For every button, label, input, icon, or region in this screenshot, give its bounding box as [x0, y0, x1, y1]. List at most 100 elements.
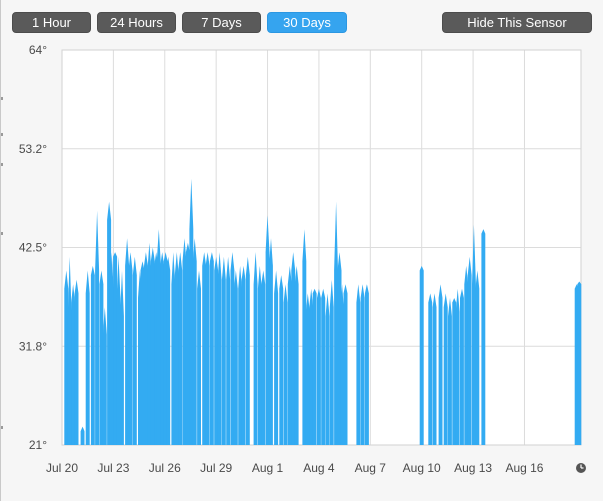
temperature-sample: [294, 265, 299, 445]
temperature-sample: [214, 256, 219, 445]
window-edge-mark: [1, 232, 3, 235]
window-edge-mark: [1, 97, 3, 100]
temperature-sample: [140, 261, 145, 445]
temperature-sample: [150, 247, 155, 445]
temperature-sample: [283, 284, 288, 445]
x-tick-label: Jul 23: [97, 461, 129, 475]
temperature-sample: [364, 284, 369, 445]
temperature-sample: [144, 252, 148, 445]
temperature-sample: [238, 265, 243, 445]
temperature-sample: [481, 229, 486, 445]
hide-sensor-button[interactable]: Hide This Sensor: [442, 12, 592, 33]
y-tick-label: 42.5°: [19, 241, 47, 255]
temperature-sample: [577, 281, 582, 445]
temperature-sample: [125, 238, 130, 445]
temperature-sample: [120, 270, 124, 445]
temperature-sample: [245, 256, 250, 445]
temperature-sample: [287, 265, 292, 445]
temperature-sample: [279, 275, 284, 445]
temperature-sample: [329, 279, 334, 445]
temperature-sample: [360, 284, 365, 445]
temperature-sample: [202, 252, 207, 445]
temperature-sample: [233, 270, 238, 445]
temperature-sample: [464, 265, 469, 445]
temperature-sample: [432, 293, 437, 445]
temperature-sample: [428, 293, 433, 445]
range-7-days-button[interactable]: 7 Days: [182, 12, 261, 33]
temperature-sample: [343, 284, 348, 445]
temperature-series: [64, 178, 582, 445]
temperature-sample: [156, 229, 161, 445]
y-tick-label: 21°: [29, 438, 47, 452]
x-tick-label: Aug 13: [454, 461, 492, 475]
temperature-sample: [325, 293, 330, 445]
temperature-sample: [452, 298, 457, 445]
temperature-sample: [226, 256, 231, 445]
x-tick-label: Aug 16: [505, 461, 543, 475]
temperature-sample: [90, 265, 95, 445]
temperature-sample: [455, 288, 460, 445]
temperature-sample: [472, 224, 476, 445]
temperature-sample: [221, 256, 226, 445]
temperature-sample: [443, 293, 448, 445]
temperature-sample: [334, 201, 338, 445]
temperature-sample: [147, 242, 152, 445]
range-1-hour-button[interactable]: 1 Hour: [12, 12, 91, 33]
x-tick-label: Aug 4: [303, 461, 335, 475]
temperature-sample: [302, 229, 307, 445]
window-edge-mark: [1, 133, 3, 136]
y-tick-label: 31.8°: [19, 339, 47, 353]
temperature-sample: [132, 256, 137, 445]
y-tick-label: 53.2°: [19, 142, 47, 156]
temperature-sample: [171, 252, 176, 445]
temperature-sample: [197, 270, 201, 445]
temperature-sample: [340, 284, 344, 445]
y-tick-label: 64°: [29, 43, 47, 57]
temperature-sample: [71, 284, 76, 445]
temperature-sample: [74, 279, 79, 445]
temperature-sample: [241, 265, 246, 445]
temperature-sample: [257, 265, 262, 445]
temperature-sample: [205, 252, 210, 445]
temperature-sample: [182, 238, 187, 445]
temperature-sample: [356, 284, 361, 445]
x-tick-label: Jul 29: [200, 461, 232, 475]
temperature-sample: [166, 256, 171, 445]
clock-icon[interactable]: [576, 463, 586, 473]
temperature-sample: [67, 256, 72, 445]
temperature-sample: [209, 252, 214, 445]
temperature-sample: [312, 288, 317, 445]
window-edge-mark: [1, 426, 3, 429]
temperature-sample: [192, 238, 197, 445]
toolbar: 1 Hour 24 Hours 7 Days 30 Days Hide This…: [1, 12, 603, 34]
temperature-sample: [261, 270, 266, 445]
x-tick-label: Aug 7: [355, 461, 387, 475]
temperature-sample: [189, 178, 194, 445]
temperature-sample: [95, 210, 100, 445]
temperature-sample: [265, 215, 270, 445]
x-axis-labels: Jul 20 Jul 23 Jul 26 Jul 29 Aug 1 Aug 4 Aug 7 A…: [46, 461, 544, 475]
temperature-sample: [85, 270, 90, 445]
temperature-sample: [291, 252, 296, 445]
temperature-sample: [309, 288, 314, 445]
temperature-sample: [317, 288, 321, 445]
temperature-sample: [113, 252, 118, 445]
temperature-sample: [128, 252, 133, 445]
range-24-hours-button[interactable]: 24 Hours: [97, 12, 176, 33]
temperature-sample: [253, 252, 258, 445]
temperature-sample: [230, 252, 235, 445]
temperature-sample: [217, 252, 222, 445]
range-30-days-button[interactable]: 30 Days: [267, 12, 347, 33]
temperature-sample: [99, 270, 104, 445]
x-tick-label: Aug 1: [252, 461, 284, 475]
temperature-sample: [80, 426, 85, 445]
temperature-sample: [419, 265, 424, 445]
temperature-sample: [116, 256, 121, 445]
temperature-sample: [460, 288, 464, 445]
temperature-sample: [102, 307, 107, 445]
temperature-sample: [185, 242, 190, 445]
temperature-sample: [274, 270, 279, 445]
x-tick-label: Jul 26: [149, 461, 181, 475]
